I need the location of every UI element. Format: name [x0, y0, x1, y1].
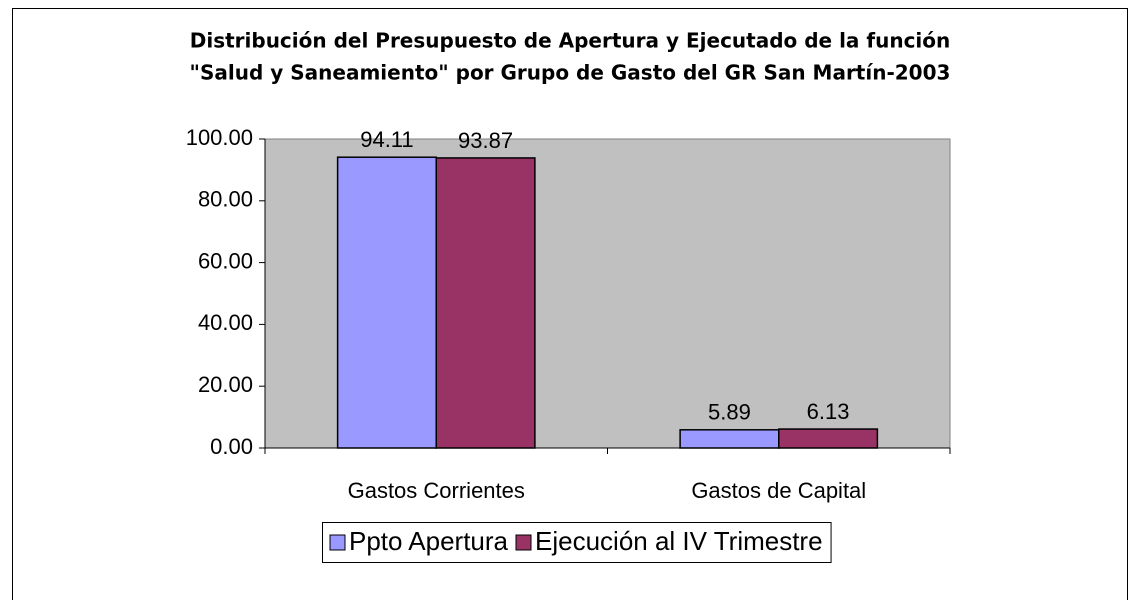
legend-label: Ejecución al IV Trimestre: [535, 526, 823, 556]
legend-swatch: [329, 534, 346, 551]
legend-swatch: [515, 534, 532, 551]
bar: [679, 429, 780, 449]
bar: [336, 156, 437, 449]
data-label: 5.89: [708, 400, 751, 425]
y-tick-label: 20.00: [198, 372, 253, 397]
bar: [435, 157, 536, 449]
y-tick-label: 80.00: [198, 187, 253, 212]
legend-box: [322, 522, 832, 563]
bar: [778, 428, 879, 449]
legend-label: Ppto Apertura: [349, 526, 509, 556]
y-tick-label: 60.00: [198, 248, 253, 273]
x-tick-label: Gastos Corrientes: [348, 478, 525, 503]
chart-title: Distribución del Presupuesto de Apertura…: [190, 29, 951, 53]
chart-subtitle: "Salud y Saneamiento" por Grupo de Gasto…: [190, 61, 951, 85]
y-tick-label: 100.00: [186, 125, 253, 150]
x-tick-label: Gastos de Capital: [691, 478, 866, 503]
data-label: 93.87: [458, 128, 513, 153]
y-tick-label: 0.00: [210, 434, 253, 459]
data-label: 94.11: [360, 127, 413, 152]
data-label: 6.13: [807, 399, 850, 424]
y-tick-label: 40.00: [198, 310, 253, 335]
